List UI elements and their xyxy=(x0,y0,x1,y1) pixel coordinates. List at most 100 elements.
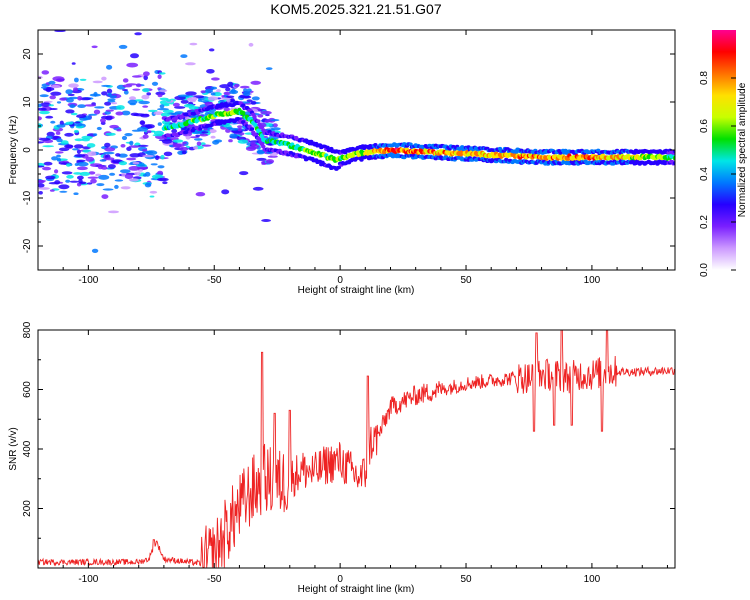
spectrogram-noise-cell xyxy=(200,100,210,103)
spectrogram-noise-cell xyxy=(122,84,133,88)
spectrogram-noise-cell xyxy=(86,143,96,148)
spectrogram-noise-cell xyxy=(105,157,115,161)
snr-x-tick-label: -50 xyxy=(207,574,222,585)
spectrogram-noise-cell xyxy=(132,75,142,78)
spectrogram-noise-cell xyxy=(246,88,252,93)
spectrogram-noise-cell xyxy=(188,106,199,110)
spectrogram-noise-cell xyxy=(56,101,62,104)
spectrogram-noise-cell xyxy=(46,131,55,137)
spectrogram-noise-cell xyxy=(38,141,44,144)
spectrogram-noise-cell xyxy=(42,145,55,148)
spectrogram-noise-cell xyxy=(158,72,166,75)
spectrogram-noise-cell xyxy=(61,171,73,175)
spectrogram-noise-cell xyxy=(121,110,131,116)
spectrogram-noise-cell xyxy=(38,183,45,188)
spectrogram-noise-cell xyxy=(42,166,52,171)
spectrogram-noise-cell xyxy=(172,143,182,148)
spectrogram-noise-cell xyxy=(92,80,103,84)
spectrogram-noise-cell xyxy=(124,133,133,137)
spectrogram-noise-cell xyxy=(102,188,114,191)
snr-x-tick-label: -100 xyxy=(78,574,98,585)
spectrogram-noise-cell xyxy=(150,163,158,166)
spectrogram-noise-cell xyxy=(48,104,54,107)
spectrogram-noise-cell xyxy=(99,159,107,162)
spectrogram-noise-cell xyxy=(245,146,256,151)
spectrogram-noise-cell xyxy=(76,149,81,154)
spectrogram-noise-cell xyxy=(67,93,75,97)
spectrogram-noise-cell xyxy=(155,91,166,96)
spectrogram-noise-cell xyxy=(144,171,151,177)
spectrogram-noise-cell xyxy=(65,89,73,95)
spectrogram-noise-cell xyxy=(50,120,56,124)
spectrogram-noise-cell xyxy=(73,192,79,195)
spectrogram-noise-cell xyxy=(121,135,128,141)
spectrogram-noise-cell xyxy=(100,118,106,123)
spectrogram-noise-cell xyxy=(260,110,272,115)
spectrogram-noise-cell xyxy=(149,195,155,198)
spectrogram-noise-cell xyxy=(270,127,281,131)
spectrogram-noise-cell xyxy=(115,153,121,157)
spectrogram-noise-cell xyxy=(103,151,115,155)
spectrogram-noise-cell xyxy=(39,102,52,108)
spectrogram-y-tick-label: 0 xyxy=(22,147,33,153)
spectrogram-noise-cell xyxy=(237,139,249,144)
spectrogram-noise-cell xyxy=(51,156,58,161)
spectrogram-noise-cell xyxy=(111,102,118,105)
spectrogram-noise-cell xyxy=(196,141,202,146)
spectrogram-noise-cell xyxy=(270,119,280,122)
spectrogram-noise-cell xyxy=(272,123,278,128)
spectrogram-noise-cell xyxy=(137,144,149,147)
spectrogram-noise-cell xyxy=(116,129,122,132)
spectrogram-noise-cell xyxy=(239,85,250,89)
spectrogram-noise-cell xyxy=(206,69,215,74)
spectrogram-x-tick-label: -100 xyxy=(78,275,98,286)
spectrogram-noise-cell xyxy=(137,166,147,170)
spectrogram-noise-cell xyxy=(38,187,50,190)
spectrogram-noise-cell xyxy=(38,107,47,111)
spectrogram-noise-cell xyxy=(216,89,221,93)
spectrogram-noise-cell xyxy=(38,165,45,168)
spectrogram-noise-cell xyxy=(208,48,215,52)
spectrogram-noise-cell xyxy=(163,103,170,107)
spectrogram-ridge-cell xyxy=(241,110,246,116)
snr-line xyxy=(38,330,675,568)
spectrogram-noise-cell xyxy=(65,109,75,114)
spectrogram-noise-cell xyxy=(38,180,45,184)
snr-x-axis-title: Height of straight line (km) xyxy=(298,584,415,595)
spectrogram-noise-cell xyxy=(96,183,105,187)
spectrogram-noise-cell xyxy=(101,194,109,200)
spectrogram-noise-cell xyxy=(74,77,79,83)
spectrogram-noise-cell xyxy=(66,174,74,179)
spectrogram-noise-cell xyxy=(105,132,116,136)
spectrogram-noise-cell xyxy=(180,54,188,58)
spectrogram-noise-cell xyxy=(137,126,149,132)
spectrogram-noise-cell xyxy=(250,80,261,85)
spectrogram-noise-cell xyxy=(265,67,273,70)
spectrogram-noise-cell xyxy=(105,109,115,112)
spectrogram-noise-cell xyxy=(166,99,171,102)
spectrogram-ridge-cell xyxy=(249,127,255,131)
spectrogram-noise-cell xyxy=(77,175,84,180)
spectrogram-noise-cell xyxy=(228,139,233,143)
spectrogram-noise-cell xyxy=(226,99,231,102)
spectrogram-noise-cell xyxy=(81,135,93,140)
spectrogram-noise-cell xyxy=(256,150,265,154)
spectrogram-noise-cell xyxy=(194,138,203,141)
spectrogram-noise-cell xyxy=(43,100,53,103)
spectrogram-noise-cell xyxy=(107,164,116,169)
spectrogram-noise-cell xyxy=(130,112,139,117)
spectrogram-noise-cell xyxy=(71,62,76,65)
spectrogram-noise-cell xyxy=(68,96,79,100)
spectrogram-noise-cell xyxy=(143,75,148,81)
spectrogram-noise-cell xyxy=(142,105,149,108)
spectrogram-noise-cell xyxy=(49,189,55,192)
spectrogram-noise-cell xyxy=(79,97,92,101)
spectrogram-noise-cell xyxy=(107,98,116,101)
spectrogram-noise-cell xyxy=(56,124,66,128)
spectrogram-noise-cell xyxy=(163,151,173,157)
spectrogram-y-tick-label: -20 xyxy=(22,238,33,253)
spectrogram-noise-cell xyxy=(225,87,231,92)
spectrogram-noise-cell xyxy=(157,74,162,80)
spectrogram-ridge-cell xyxy=(241,103,246,108)
